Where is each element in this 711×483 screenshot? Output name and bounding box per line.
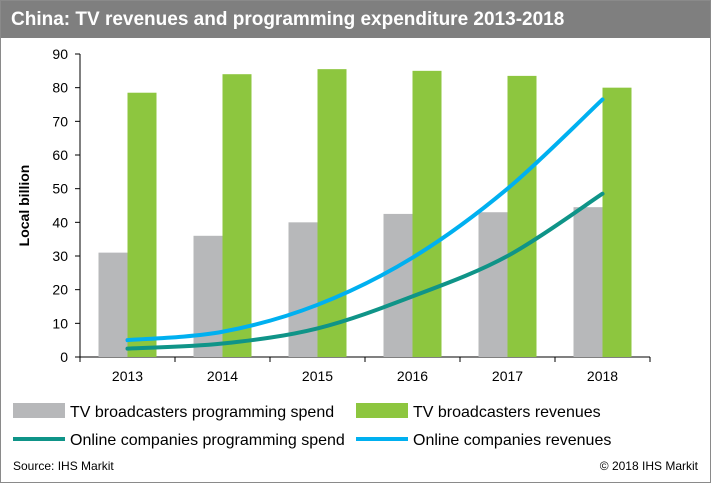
- source-note: Source: IHS Markit: [13, 459, 114, 473]
- legend-label: Online companies programming spend: [70, 432, 345, 449]
- x-tick-label: 2015: [302, 368, 333, 384]
- y-tick-label: 60: [52, 147, 68, 163]
- y-tick-label: 70: [52, 113, 68, 129]
- bar: [478, 212, 508, 357]
- bar: [222, 74, 252, 357]
- y-tick-label: 90: [52, 46, 68, 62]
- bar: [288, 222, 318, 357]
- bar: [507, 75, 537, 357]
- bar: [317, 69, 347, 358]
- y-tick-label: 30: [52, 248, 68, 264]
- legend-label: TV broadcasters programming spend: [70, 404, 334, 421]
- chart-title: China: TV revenues and programming expen…: [1, 1, 710, 38]
- y-axis-title: Local billion: [16, 165, 32, 247]
- legend-label: TV broadcasters revenues: [413, 404, 601, 421]
- bar: [602, 87, 632, 358]
- y-tick-label: 10: [52, 315, 68, 331]
- legend-swatch: [356, 403, 408, 418]
- bar: [193, 235, 223, 357]
- y-tick-label: 80: [52, 80, 68, 96]
- legend-swatch: [13, 403, 65, 418]
- lines: [125, 97, 605, 351]
- x-tick-label: 2013: [112, 368, 143, 384]
- bar: [573, 207, 603, 357]
- bar: [383, 213, 413, 357]
- legend-label: Online companies revenues: [413, 432, 611, 449]
- bar: [127, 92, 157, 357]
- legend: TV broadcasters programming spend TV broa…: [13, 403, 611, 449]
- copyright-note: © 2018 IHS Markit: [599, 459, 698, 473]
- y-tick-label: 40: [52, 214, 68, 230]
- bar: [412, 70, 442, 357]
- bars: [98, 69, 632, 358]
- y-tick-label: 50: [52, 181, 68, 197]
- x-tick-label: 2014: [207, 368, 238, 384]
- x-tick-label: 2017: [492, 368, 523, 384]
- y-tick-label: 20: [52, 282, 68, 298]
- y-tick-label: 0: [60, 349, 68, 365]
- x-tick-label: 2018: [587, 368, 618, 384]
- series-line: [125, 191, 605, 351]
- x-tick-label: 2016: [397, 368, 428, 384]
- series-line: [125, 97, 605, 343]
- axes: 0 10 20 30 40 50 60 70 80 90 2013 2014 2015 2016 2017 2…: [16, 46, 651, 384]
- bar: [98, 252, 128, 357]
